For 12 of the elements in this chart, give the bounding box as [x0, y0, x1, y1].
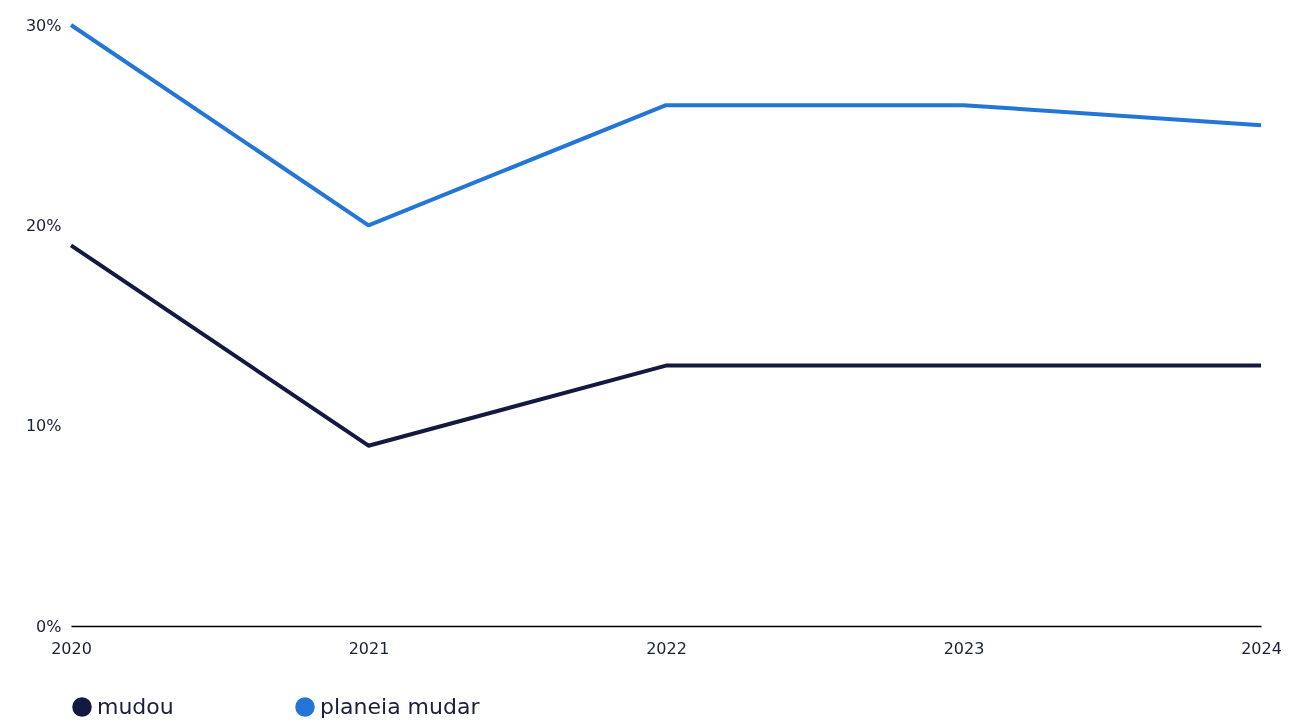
y-tick-label: 10%	[25, 416, 62, 436]
y-tick-label: 30%	[25, 15, 62, 35]
x-tick-label: 2020	[51, 638, 92, 658]
y-tick-label: 0%	[36, 616, 62, 636]
y-tick-label: 20%	[25, 215, 62, 235]
x-tick-label: 2022	[646, 638, 687, 658]
x-tick-label: 2024	[1241, 638, 1282, 658]
legend-label: planeia mudar	[320, 694, 481, 719]
x-tick-label: 2021	[348, 638, 390, 658]
legend-label: mudou	[97, 694, 174, 719]
line-series	[69, 23, 1263, 228]
x-tick-label: 2023	[943, 638, 985, 658]
